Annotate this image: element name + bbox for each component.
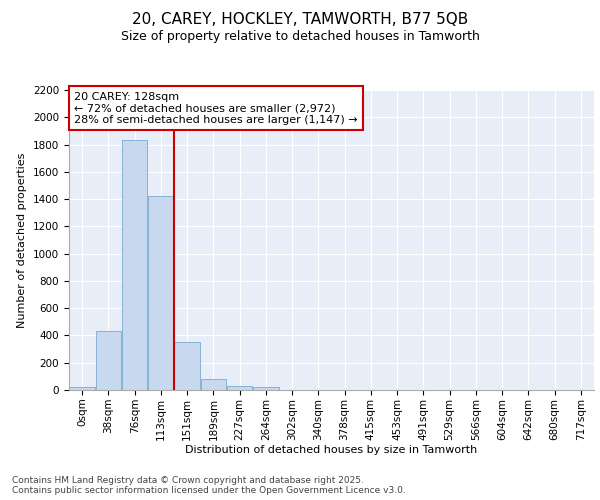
Bar xyxy=(175,342,200,390)
Text: Size of property relative to detached houses in Tamworth: Size of property relative to detached ho… xyxy=(121,30,479,43)
Bar xyxy=(200,379,226,390)
X-axis label: Distribution of detached houses by size in Tamworth: Distribution of detached houses by size … xyxy=(185,446,478,456)
Bar xyxy=(253,388,278,390)
Bar xyxy=(122,140,148,390)
Bar xyxy=(227,386,253,390)
Bar xyxy=(148,196,173,390)
Text: 20 CAREY: 128sqm
← 72% of detached houses are smaller (2,972)
28% of semi-detach: 20 CAREY: 128sqm ← 72% of detached house… xyxy=(74,92,358,124)
Text: Contains HM Land Registry data © Crown copyright and database right 2025.
Contai: Contains HM Land Registry data © Crown c… xyxy=(12,476,406,495)
Y-axis label: Number of detached properties: Number of detached properties xyxy=(17,152,28,328)
Bar xyxy=(70,388,95,390)
Bar xyxy=(95,332,121,390)
Text: 20, CAREY, HOCKLEY, TAMWORTH, B77 5QB: 20, CAREY, HOCKLEY, TAMWORTH, B77 5QB xyxy=(132,12,468,28)
